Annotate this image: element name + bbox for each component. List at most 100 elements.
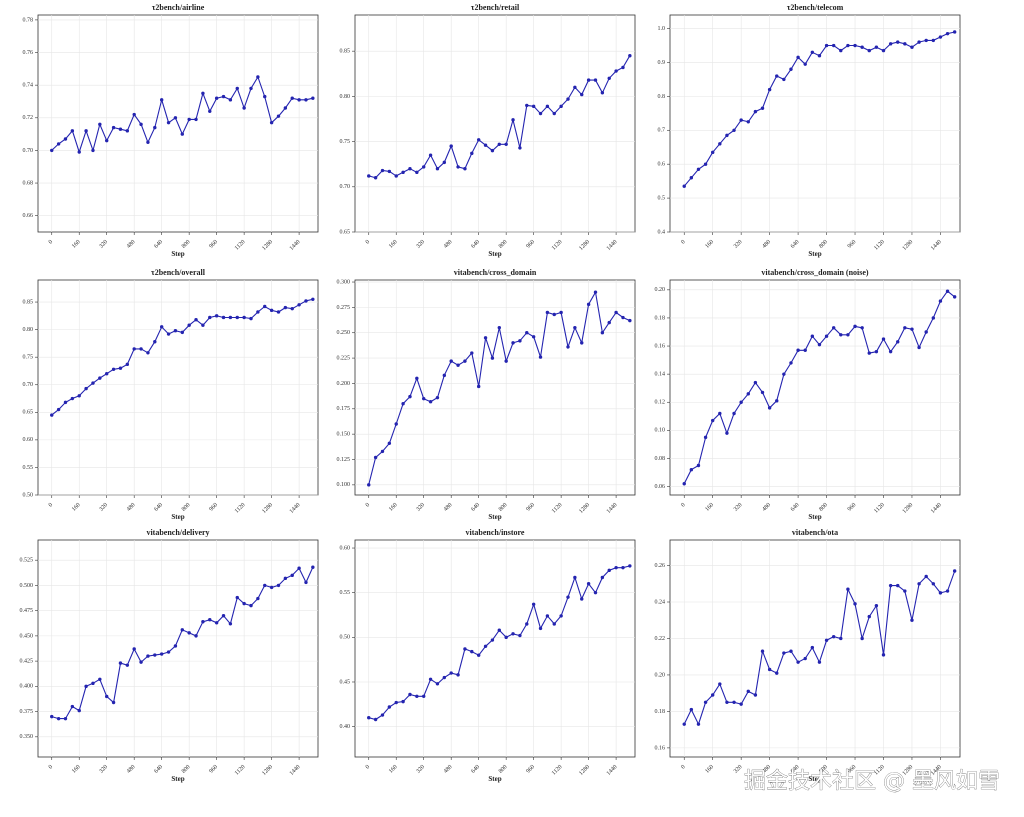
point bbox=[77, 150, 81, 154]
y-tick-label: 0.06 bbox=[655, 484, 666, 490]
point bbox=[159, 325, 164, 329]
point bbox=[782, 372, 786, 376]
point bbox=[63, 400, 68, 405]
point bbox=[874, 603, 879, 608]
point bbox=[442, 675, 447, 680]
x-tick-label: 1280 bbox=[261, 502, 274, 515]
point bbox=[531, 602, 536, 606]
point bbox=[50, 413, 54, 417]
x-tick-label: 640 bbox=[790, 764, 801, 775]
x-axis-label: Step bbox=[808, 250, 821, 258]
point bbox=[867, 351, 871, 355]
point bbox=[839, 48, 843, 53]
y-tick-label: 0.250 bbox=[337, 330, 351, 336]
point bbox=[153, 653, 157, 657]
chart-title: vitabench/cross_domain (noise) bbox=[761, 268, 869, 277]
point bbox=[718, 682, 722, 686]
x-tick-label: 1440 bbox=[930, 502, 943, 515]
point bbox=[415, 170, 419, 175]
x-tick-label: 640 bbox=[470, 239, 481, 250]
point bbox=[746, 392, 750, 396]
x-tick-label: 320 bbox=[98, 764, 109, 775]
point bbox=[593, 290, 598, 294]
point bbox=[263, 583, 267, 588]
point bbox=[938, 35, 943, 39]
y-tick-label: 0.68 bbox=[23, 180, 34, 186]
x-tick-label: 160 bbox=[704, 502, 715, 513]
point bbox=[607, 568, 611, 573]
point bbox=[732, 411, 736, 416]
point bbox=[538, 111, 543, 116]
x-tick-label: 1120 bbox=[551, 502, 564, 515]
point bbox=[470, 649, 474, 654]
point bbox=[415, 694, 419, 698]
y-tick-label: 0.16 bbox=[655, 745, 666, 751]
point bbox=[903, 326, 907, 330]
point bbox=[725, 700, 729, 704]
point bbox=[132, 112, 136, 117]
point bbox=[860, 636, 864, 641]
point bbox=[689, 468, 694, 472]
point bbox=[739, 118, 743, 122]
x-axis-label: Step bbox=[488, 250, 501, 258]
point bbox=[682, 722, 686, 726]
point bbox=[782, 651, 786, 655]
x-tick-label: 800 bbox=[181, 239, 192, 250]
point bbox=[817, 53, 822, 58]
point bbox=[297, 303, 301, 307]
point bbox=[139, 347, 143, 351]
x-tick-label: 320 bbox=[98, 239, 109, 250]
x-tick-label: 160 bbox=[388, 764, 399, 775]
point bbox=[545, 614, 550, 618]
point bbox=[283, 576, 288, 581]
point bbox=[938, 591, 943, 595]
point bbox=[525, 622, 529, 626]
point bbox=[111, 367, 116, 372]
x-tick-label: 1280 bbox=[902, 239, 915, 252]
point bbox=[249, 603, 253, 608]
x-tick-label: 1120 bbox=[873, 502, 886, 515]
point bbox=[803, 656, 807, 661]
y-tick-label: 0.45 bbox=[340, 679, 351, 685]
point bbox=[580, 597, 584, 601]
point bbox=[621, 565, 625, 570]
y-tick-label: 0.425 bbox=[20, 658, 34, 664]
point bbox=[373, 176, 378, 180]
x-tick-label: 800 bbox=[498, 764, 509, 775]
point bbox=[180, 330, 184, 335]
point bbox=[449, 671, 453, 675]
point bbox=[817, 660, 822, 664]
point bbox=[194, 117, 198, 122]
y-tick-label: 0.150 bbox=[337, 432, 351, 438]
point bbox=[531, 104, 536, 109]
point bbox=[917, 582, 921, 586]
y-tick-label: 0.22 bbox=[655, 636, 666, 642]
point bbox=[696, 463, 701, 468]
point bbox=[607, 320, 611, 325]
x-tick-label: 800 bbox=[818, 764, 829, 775]
point bbox=[153, 340, 157, 344]
y-tick-label: 0.10 bbox=[655, 428, 666, 434]
x-tick-label: 320 bbox=[415, 764, 426, 775]
point bbox=[518, 633, 522, 638]
point bbox=[586, 78, 591, 82]
y-tick-label: 0.225 bbox=[337, 355, 351, 361]
point bbox=[208, 618, 212, 622]
x-tick-label: 1120 bbox=[234, 764, 247, 777]
point bbox=[952, 30, 957, 34]
x-axis-label: Step bbox=[488, 513, 501, 521]
point bbox=[593, 590, 598, 595]
point bbox=[839, 636, 843, 641]
x-tick-label: 800 bbox=[818, 239, 829, 250]
point bbox=[304, 98, 308, 102]
x-tick-label: 1120 bbox=[234, 239, 247, 252]
x-tick-label: 320 bbox=[98, 502, 109, 513]
point bbox=[401, 170, 405, 175]
point bbox=[504, 142, 508, 146]
y-tick-label: 0.5 bbox=[658, 195, 666, 201]
x-tick-label: 320 bbox=[415, 239, 426, 250]
chart-title: vitabench/ota bbox=[792, 528, 838, 537]
point bbox=[290, 96, 294, 100]
point bbox=[497, 325, 501, 330]
point bbox=[860, 45, 864, 49]
